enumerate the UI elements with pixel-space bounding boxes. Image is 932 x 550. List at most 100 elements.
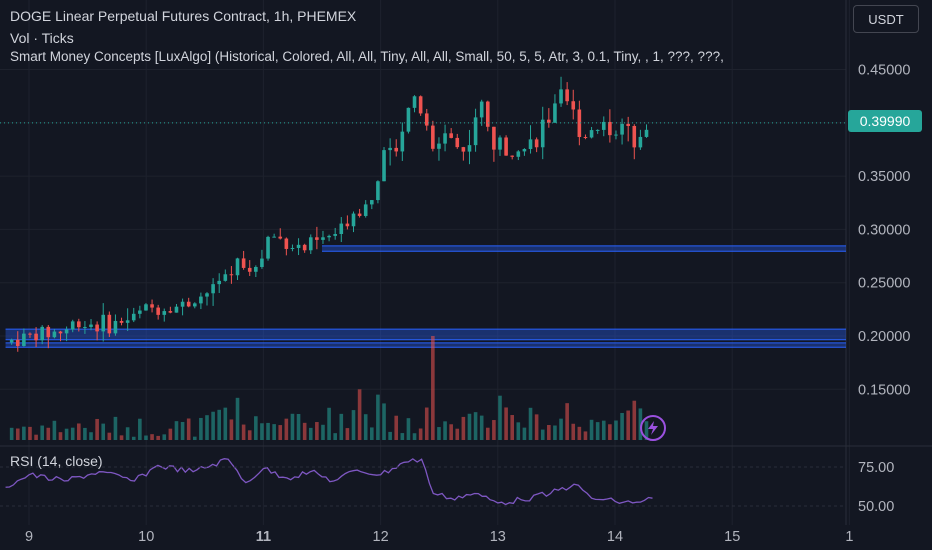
last-price-badge: 0.39990 bbox=[848, 110, 922, 132]
volume-bar bbox=[199, 417, 203, 440]
volume-bar bbox=[553, 425, 557, 440]
time-axis-label: 1 bbox=[845, 529, 853, 545]
volume-bar bbox=[571, 423, 576, 440]
volume-bar bbox=[479, 415, 484, 440]
candle-body bbox=[113, 320, 118, 334]
candle-body bbox=[150, 304, 154, 308]
volume-bar bbox=[125, 427, 130, 440]
time-axis-label: 13 bbox=[490, 529, 506, 545]
price-axis-label: 0.25000 bbox=[858, 276, 910, 292]
volume-bar bbox=[131, 436, 136, 440]
time-axis-label: 12 bbox=[373, 529, 389, 545]
candle-body bbox=[254, 266, 258, 272]
rsi-line bbox=[5, 458, 653, 506]
time-axis-label: 9 bbox=[25, 529, 33, 545]
volume-bar bbox=[595, 422, 600, 440]
candle-body bbox=[315, 237, 319, 240]
candle-body bbox=[443, 133, 447, 144]
volume-bar bbox=[150, 434, 154, 440]
volume-bar bbox=[418, 428, 423, 440]
volume-bar bbox=[424, 407, 429, 440]
candle-body bbox=[162, 311, 167, 315]
volume-bar bbox=[589, 419, 594, 440]
volume-bar bbox=[174, 421, 179, 440]
volume-bar bbox=[559, 418, 563, 440]
volume-bar bbox=[534, 414, 539, 440]
candle-body bbox=[241, 258, 246, 268]
candle-body bbox=[479, 101, 484, 118]
support-zone bbox=[5, 329, 847, 340]
candle-body bbox=[406, 107, 411, 132]
volume-bar bbox=[247, 430, 252, 440]
candle-body bbox=[77, 321, 81, 328]
candle-body bbox=[376, 181, 380, 201]
candle-body bbox=[180, 301, 185, 307]
volume-bar bbox=[40, 425, 44, 440]
rsi-axis-label: 50.00 bbox=[858, 499, 894, 515]
volume-bar bbox=[229, 419, 234, 440]
volume-bar bbox=[22, 426, 26, 440]
candle-body bbox=[339, 223, 344, 235]
volume-bar bbox=[443, 421, 447, 440]
candle-body bbox=[260, 258, 264, 267]
candle-body bbox=[345, 223, 350, 227]
candle-body bbox=[370, 200, 374, 205]
candle-body bbox=[626, 123, 630, 126]
candle-body bbox=[192, 303, 197, 307]
candle-body bbox=[418, 96, 423, 114]
volume-bar bbox=[168, 428, 173, 440]
volume-bar bbox=[321, 424, 325, 440]
candle-body bbox=[138, 310, 142, 314]
candle-body bbox=[565, 89, 569, 102]
volume-bar bbox=[510, 415, 515, 440]
volume-bar bbox=[412, 433, 417, 440]
candle-body bbox=[95, 324, 99, 332]
candle-body bbox=[327, 235, 331, 238]
volume-bar bbox=[296, 413, 301, 440]
candle-body bbox=[9, 339, 14, 343]
candle-body bbox=[620, 123, 624, 135]
volume-bar bbox=[626, 410, 630, 440]
volume-bar bbox=[46, 427, 51, 440]
candle-body bbox=[302, 244, 307, 251]
candle-body bbox=[559, 89, 563, 104]
lightning-bolt-icon[interactable] bbox=[640, 415, 666, 441]
indicator-legend: Smart Money Concepts [LuxAlgo] (Historic… bbox=[10, 49, 724, 64]
candle-body bbox=[473, 117, 478, 146]
volume-bar bbox=[406, 418, 411, 440]
price-axis-label: 0.20000 bbox=[858, 329, 910, 345]
candle-body bbox=[125, 320, 130, 323]
volume-bar bbox=[217, 409, 222, 440]
volume-bar bbox=[540, 429, 545, 440]
volume-bar bbox=[77, 423, 81, 440]
candle-body bbox=[522, 149, 527, 152]
candle-body bbox=[467, 145, 472, 152]
candle-body bbox=[388, 147, 392, 151]
currency-button[interactable]: USDT bbox=[853, 5, 919, 33]
candle-body bbox=[547, 119, 551, 123]
volume-bar bbox=[83, 427, 87, 440]
candle-body bbox=[437, 143, 441, 149]
candle-body bbox=[394, 147, 399, 152]
candle-body bbox=[186, 301, 191, 307]
volume-bar bbox=[473, 412, 478, 440]
candle-body bbox=[485, 101, 490, 127]
candle-body bbox=[595, 129, 600, 131]
candle-body bbox=[174, 306, 179, 313]
volume-bar bbox=[400, 433, 405, 440]
candle-body bbox=[528, 139, 533, 150]
candle-body bbox=[516, 151, 521, 157]
candle-body bbox=[424, 113, 429, 126]
volume-bar bbox=[632, 400, 637, 440]
volume-bar bbox=[467, 413, 472, 440]
price-axis-label: 0.15000 bbox=[858, 382, 910, 398]
volume-legend: Vol · Ticks bbox=[10, 30, 74, 46]
volume-bar bbox=[492, 420, 496, 440]
volume-bar bbox=[95, 418, 99, 440]
candle-body bbox=[363, 204, 368, 216]
candle-body bbox=[89, 324, 93, 327]
volume-bar bbox=[101, 423, 106, 440]
price-axis-label: 0.35000 bbox=[858, 169, 910, 185]
